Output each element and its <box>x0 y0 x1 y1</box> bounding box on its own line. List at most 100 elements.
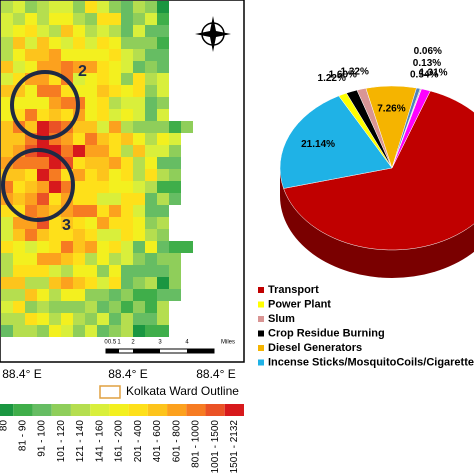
map-cell <box>61 289 73 301</box>
map-cell <box>73 205 85 217</box>
map-cell <box>97 85 109 97</box>
map-cell <box>73 313 85 325</box>
map-cell <box>85 145 97 157</box>
map-cell <box>25 13 37 25</box>
map-cell <box>85 121 97 133</box>
map-cell <box>13 289 25 301</box>
map-cell <box>73 73 85 85</box>
map-cell <box>145 253 157 265</box>
map-cell <box>25 109 37 121</box>
map-cell <box>109 277 121 289</box>
map-cell <box>37 49 49 61</box>
x-tick-label: 88.4° E <box>196 367 236 381</box>
map-cell <box>145 325 157 337</box>
map-cell <box>13 193 25 205</box>
map-cell <box>97 145 109 157</box>
map-cell <box>169 265 181 277</box>
legend-swatch <box>258 316 264 322</box>
zone-label: 3 <box>62 217 71 234</box>
outline-swatch <box>99 385 121 399</box>
map-cell <box>13 169 25 181</box>
map-cell <box>85 73 97 85</box>
map-cell <box>49 61 61 73</box>
map-cell <box>157 25 169 37</box>
map-cell <box>37 97 49 109</box>
map-cell <box>37 25 49 37</box>
map-cell <box>109 229 121 241</box>
map-cell <box>37 193 49 205</box>
map-cell <box>49 181 61 193</box>
map-cell <box>37 109 49 121</box>
map-cell <box>13 301 25 313</box>
map-cell <box>49 169 61 181</box>
map-cell <box>49 241 61 253</box>
map-cell <box>25 1 37 13</box>
map-cell <box>73 61 85 73</box>
map-cell <box>97 253 109 265</box>
map-cell <box>25 301 37 313</box>
map-cell <box>121 313 133 325</box>
map-cell <box>1 217 13 229</box>
map-cell <box>169 157 181 169</box>
legend-label: Incense Sticks/MosquitoCoils/Cigarette <box>268 356 474 368</box>
map-cell <box>49 13 61 25</box>
map-cell <box>25 85 37 97</box>
bin-label: 161 - 200 <box>114 420 125 463</box>
map-cell <box>73 193 85 205</box>
map-cell <box>133 97 145 109</box>
map-cell <box>97 133 109 145</box>
map-cell <box>13 277 25 289</box>
map-cell <box>49 1 61 13</box>
map-cell <box>85 49 97 61</box>
map-cell <box>133 1 145 13</box>
map-cell <box>145 49 157 61</box>
legend-label: Transport <box>268 284 319 296</box>
map-cell <box>13 49 25 61</box>
map-cell <box>121 25 133 37</box>
map-cell <box>109 1 121 13</box>
map-cell <box>145 169 157 181</box>
map-cell <box>37 121 49 133</box>
legend-swatch <box>258 301 264 308</box>
map-cell <box>85 253 97 265</box>
map-cell <box>133 145 145 157</box>
map-cell <box>25 61 37 73</box>
value-label: 7.26% <box>377 104 405 115</box>
map-cell <box>97 289 109 301</box>
map-cell <box>49 253 61 265</box>
map-cell <box>1 25 13 37</box>
map-cell <box>157 265 169 277</box>
map-cell <box>49 157 61 169</box>
value-label: 1.22% <box>318 73 346 84</box>
map-cell <box>25 313 37 325</box>
map-cell <box>145 73 157 85</box>
map-cell <box>25 205 37 217</box>
x-tick-label: 88.4° E <box>2 367 42 381</box>
map-cell <box>85 289 97 301</box>
bin-label: 601 - 800 <box>171 420 182 463</box>
color-bin <box>167 404 187 416</box>
map-cell <box>85 133 97 145</box>
map-cell <box>97 73 109 85</box>
map-cell <box>121 193 133 205</box>
map-cell <box>13 325 25 337</box>
map-cell <box>157 85 169 97</box>
map-cell <box>145 13 157 25</box>
map-cell <box>109 25 121 37</box>
bin-label: 81 - 90 <box>17 420 28 452</box>
map-cell <box>25 25 37 37</box>
map-cell <box>73 325 85 337</box>
map-cell <box>37 241 49 253</box>
legend-swatch <box>258 330 264 337</box>
map-cell <box>121 97 133 109</box>
map-cell <box>85 241 97 253</box>
legend-swatch <box>258 359 264 366</box>
map-cell <box>25 157 37 169</box>
bin-label: 101 - 120 <box>56 420 67 463</box>
map-cell <box>49 49 61 61</box>
map-cell <box>109 301 121 313</box>
map-cell <box>49 277 61 289</box>
map-cell <box>109 97 121 109</box>
map-cell <box>13 1 25 13</box>
zone-circle <box>1 148 75 222</box>
